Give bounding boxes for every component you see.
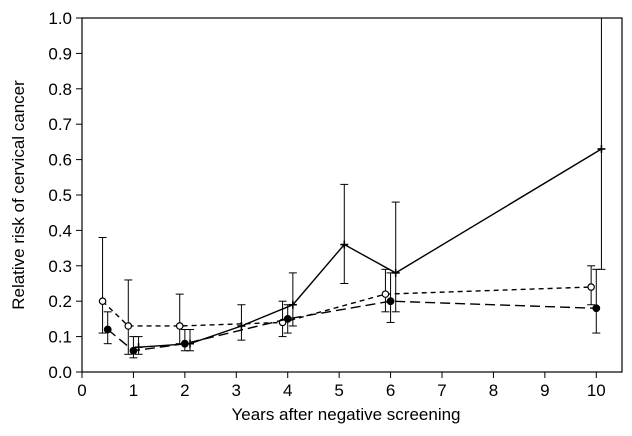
data-point-filled-circle xyxy=(129,346,138,355)
series-layer xyxy=(98,17,606,359)
x-tick-label: 2 xyxy=(180,381,189,400)
data-point-open-circle xyxy=(124,322,133,330)
y-tick-label: 0.3 xyxy=(48,257,72,276)
data-point-filled-circle xyxy=(283,315,292,323)
data-point-filled-circle xyxy=(592,304,601,313)
x-tick-label: 6 xyxy=(386,381,395,400)
x-tick-label: 8 xyxy=(489,381,498,400)
x-tick-label: 10 xyxy=(587,381,606,400)
x-axis-label: Years after negative screening xyxy=(231,405,460,424)
data-point-open-circle xyxy=(381,290,390,298)
data-point-filled-circle xyxy=(103,325,112,334)
y-tick-label: 0.9 xyxy=(48,44,72,63)
plot-frame-layer xyxy=(81,17,623,373)
y-tick-label: 1.0 xyxy=(48,9,72,28)
x-tick-label: 7 xyxy=(437,381,446,400)
y-axis-label: Relative risk of cervical cancer xyxy=(9,80,28,310)
series-line xyxy=(138,148,602,348)
y-tick-label: 0.0 xyxy=(48,363,72,382)
series-line xyxy=(102,286,592,327)
x-tick-label: 5 xyxy=(334,381,343,400)
y-tick-label: 0.6 xyxy=(48,151,72,170)
series-group xyxy=(98,236,596,355)
x-tick-label: 4 xyxy=(283,381,292,400)
data-point-filled-circle xyxy=(386,297,395,306)
data-point-open-circle xyxy=(587,283,595,291)
y-tick-label: 0.4 xyxy=(48,221,72,240)
y-tick-label: 0.7 xyxy=(48,115,72,134)
data-point-open-circle xyxy=(175,322,184,330)
data-point-open-circle xyxy=(98,297,107,306)
x-tick-label: 3 xyxy=(232,381,241,400)
y-tick-label: 0.2 xyxy=(48,292,72,311)
x-tick-label: 1 xyxy=(129,381,138,400)
series-group xyxy=(134,17,606,355)
y-tick-label: 0.8 xyxy=(48,80,72,99)
series-line xyxy=(107,300,597,352)
x-tick-label: 9 xyxy=(540,381,549,400)
plot-frame xyxy=(81,17,623,373)
axis-layer: 0 1 2 3 4 5 6 7 8 9 10 0.0 0.1 0.2 0.3 0.4 0.5 0.6 0.7 0.8 0… xyxy=(48,9,605,400)
y-tick-label: 0.1 xyxy=(48,328,72,347)
y-tick-label: 0.5 xyxy=(48,186,72,205)
x-tick-label: 0 xyxy=(77,381,86,400)
